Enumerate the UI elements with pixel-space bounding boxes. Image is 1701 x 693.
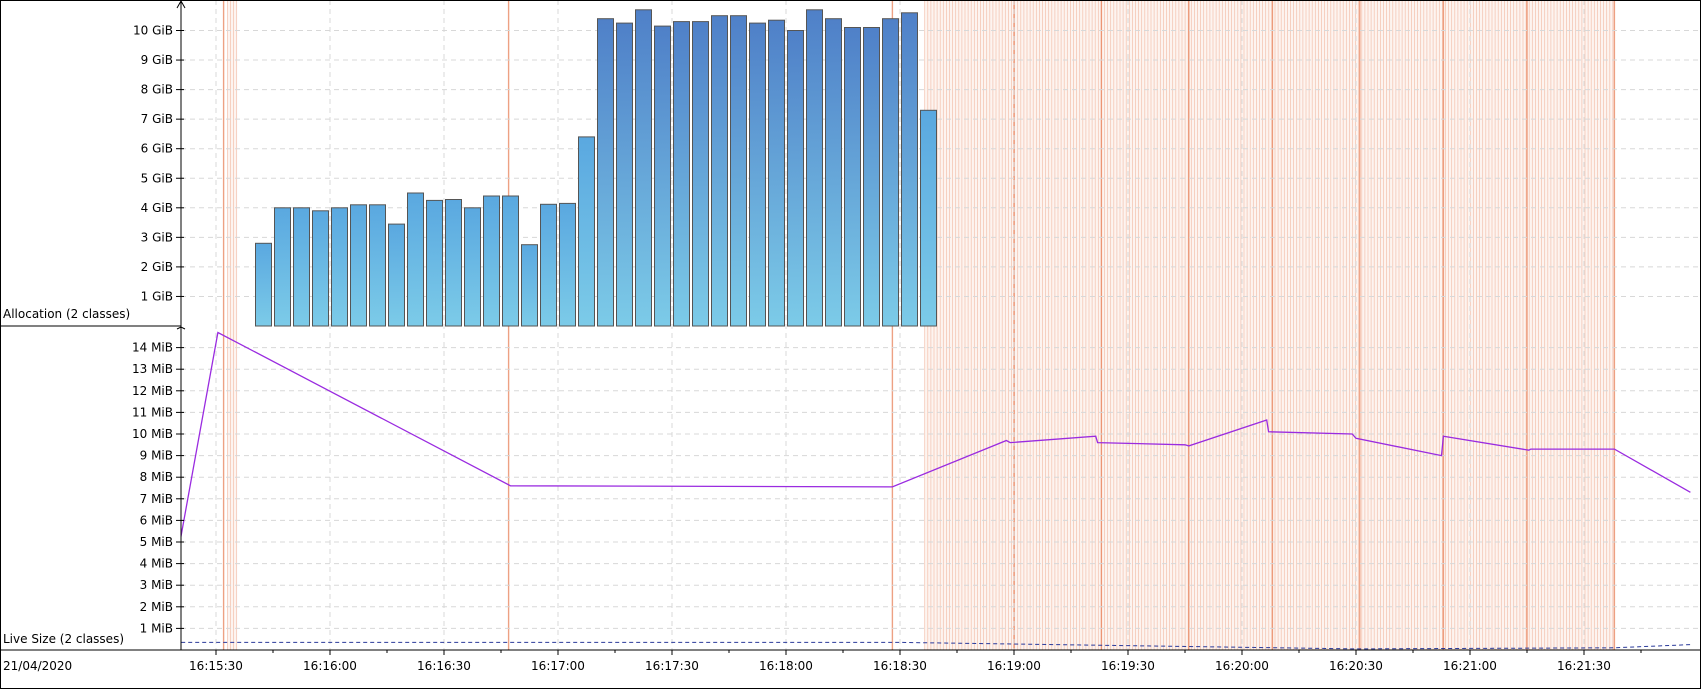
y-tick-label: 4 GiB [141,201,173,215]
x-tick-label: 16:19:00 [987,659,1041,673]
y-axis-arrow [176,0,186,9]
allocation-bar [426,199,443,327]
y-tick-label: 5 GiB [141,171,173,185]
allocation-bar [806,9,823,327]
allocation-bar [787,30,804,327]
y-tick-label: 1 MiB [140,621,173,635]
y-tick-label: 1 GiB [141,289,173,303]
allocation-bar [749,22,766,327]
allocation-bar [274,207,291,327]
allocation-bar [692,21,709,327]
allocation-bar [559,202,576,327]
y-tick-label: 12 MiB [132,384,173,398]
allocation-bar [521,244,538,327]
allocation-bar [825,18,842,327]
allocation-panel-label: Allocation (2 classes) [3,307,130,321]
y-tick-label: 11 MiB [132,405,173,419]
x-tick-label: 16:15:30 [189,659,243,673]
allocation-bar [445,199,462,327]
allocation-bar [312,210,329,327]
y-tick-label: 3 MiB [140,578,173,592]
x-tick-label: 16:21:30 [1557,659,1611,673]
date-label: 21/04/2020 [3,659,72,673]
y-tick-label: 9 MiB [140,449,173,463]
allocation-bar [350,204,367,327]
allocation-bar [882,18,899,327]
allocation-bar [540,203,557,327]
gc-range-band [227,0,237,650]
x-tick-label: 16:16:30 [417,659,471,673]
y-tick-label: 4 MiB [140,557,173,571]
allocation-bar [673,21,690,327]
y-axis-arrow [176,326,186,330]
y-tick-label: 8 GiB [141,83,173,97]
x-tick-label: 16:17:30 [645,659,699,673]
live-size-lines [181,331,1691,650]
allocation-bar [844,27,861,327]
allocation-bar [635,9,652,327]
allocation-bar [901,12,918,327]
x-tick-label: 16:16:00 [303,659,357,673]
allocation-bar [616,22,633,327]
allocation-bar [863,27,880,327]
allocation-bars [255,9,937,327]
allocation-bar [730,15,747,327]
y-tick-label: 14 MiB [132,341,173,355]
live-size-line [181,331,1691,540]
x-tick-label: 16:19:30 [1101,659,1155,673]
y-tick-label: 10 GiB [133,24,173,38]
allocation-bar [597,18,614,327]
y-tick-label: 3 GiB [141,230,173,244]
allocation-bar [255,242,272,327]
allocation-bar [388,223,405,327]
x-tick-label: 16:20:00 [1215,659,1269,673]
y-tick-label: 8 MiB [140,470,173,484]
y-tick-label: 7 MiB [140,492,173,506]
y-tick-label: 5 MiB [140,535,173,549]
x-tick-label: 16:21:00 [1443,659,1497,673]
x-tick-label: 16:17:00 [531,659,585,673]
allocation-bar [578,136,595,327]
allocation-bar [331,207,348,327]
allocation-bar [711,15,728,327]
allocation-bar [464,207,481,327]
allocation-bar [768,19,785,327]
y-tick-label: 9 GiB [141,53,173,67]
grid [181,0,1701,650]
allocation-bar [502,195,519,327]
x-tick-label: 16:18:00 [759,659,813,673]
x-tick-label: 16:20:30 [1329,659,1383,673]
allocation-bar [369,204,386,327]
allocation-bar [920,109,937,327]
y-tick-label: 2 GiB [141,260,173,274]
live-size-baseline [181,641,1691,650]
allocation-bar [483,195,500,327]
y-tick-label: 2 MiB [140,600,173,614]
allocation-bar [293,207,310,327]
x-tick-label: 16:18:30 [873,659,927,673]
y-tick-label: 6 MiB [140,513,173,527]
y-tick-label: 7 GiB [141,112,173,126]
allocation-bar [654,25,671,327]
y-tick-label: 6 GiB [141,142,173,156]
allocation-bar [407,192,424,327]
y-tick-label: 10 MiB [132,427,173,441]
y-tick-label: 13 MiB [132,362,173,376]
live-size-panel-label: Live Size (2 classes) [3,632,124,646]
